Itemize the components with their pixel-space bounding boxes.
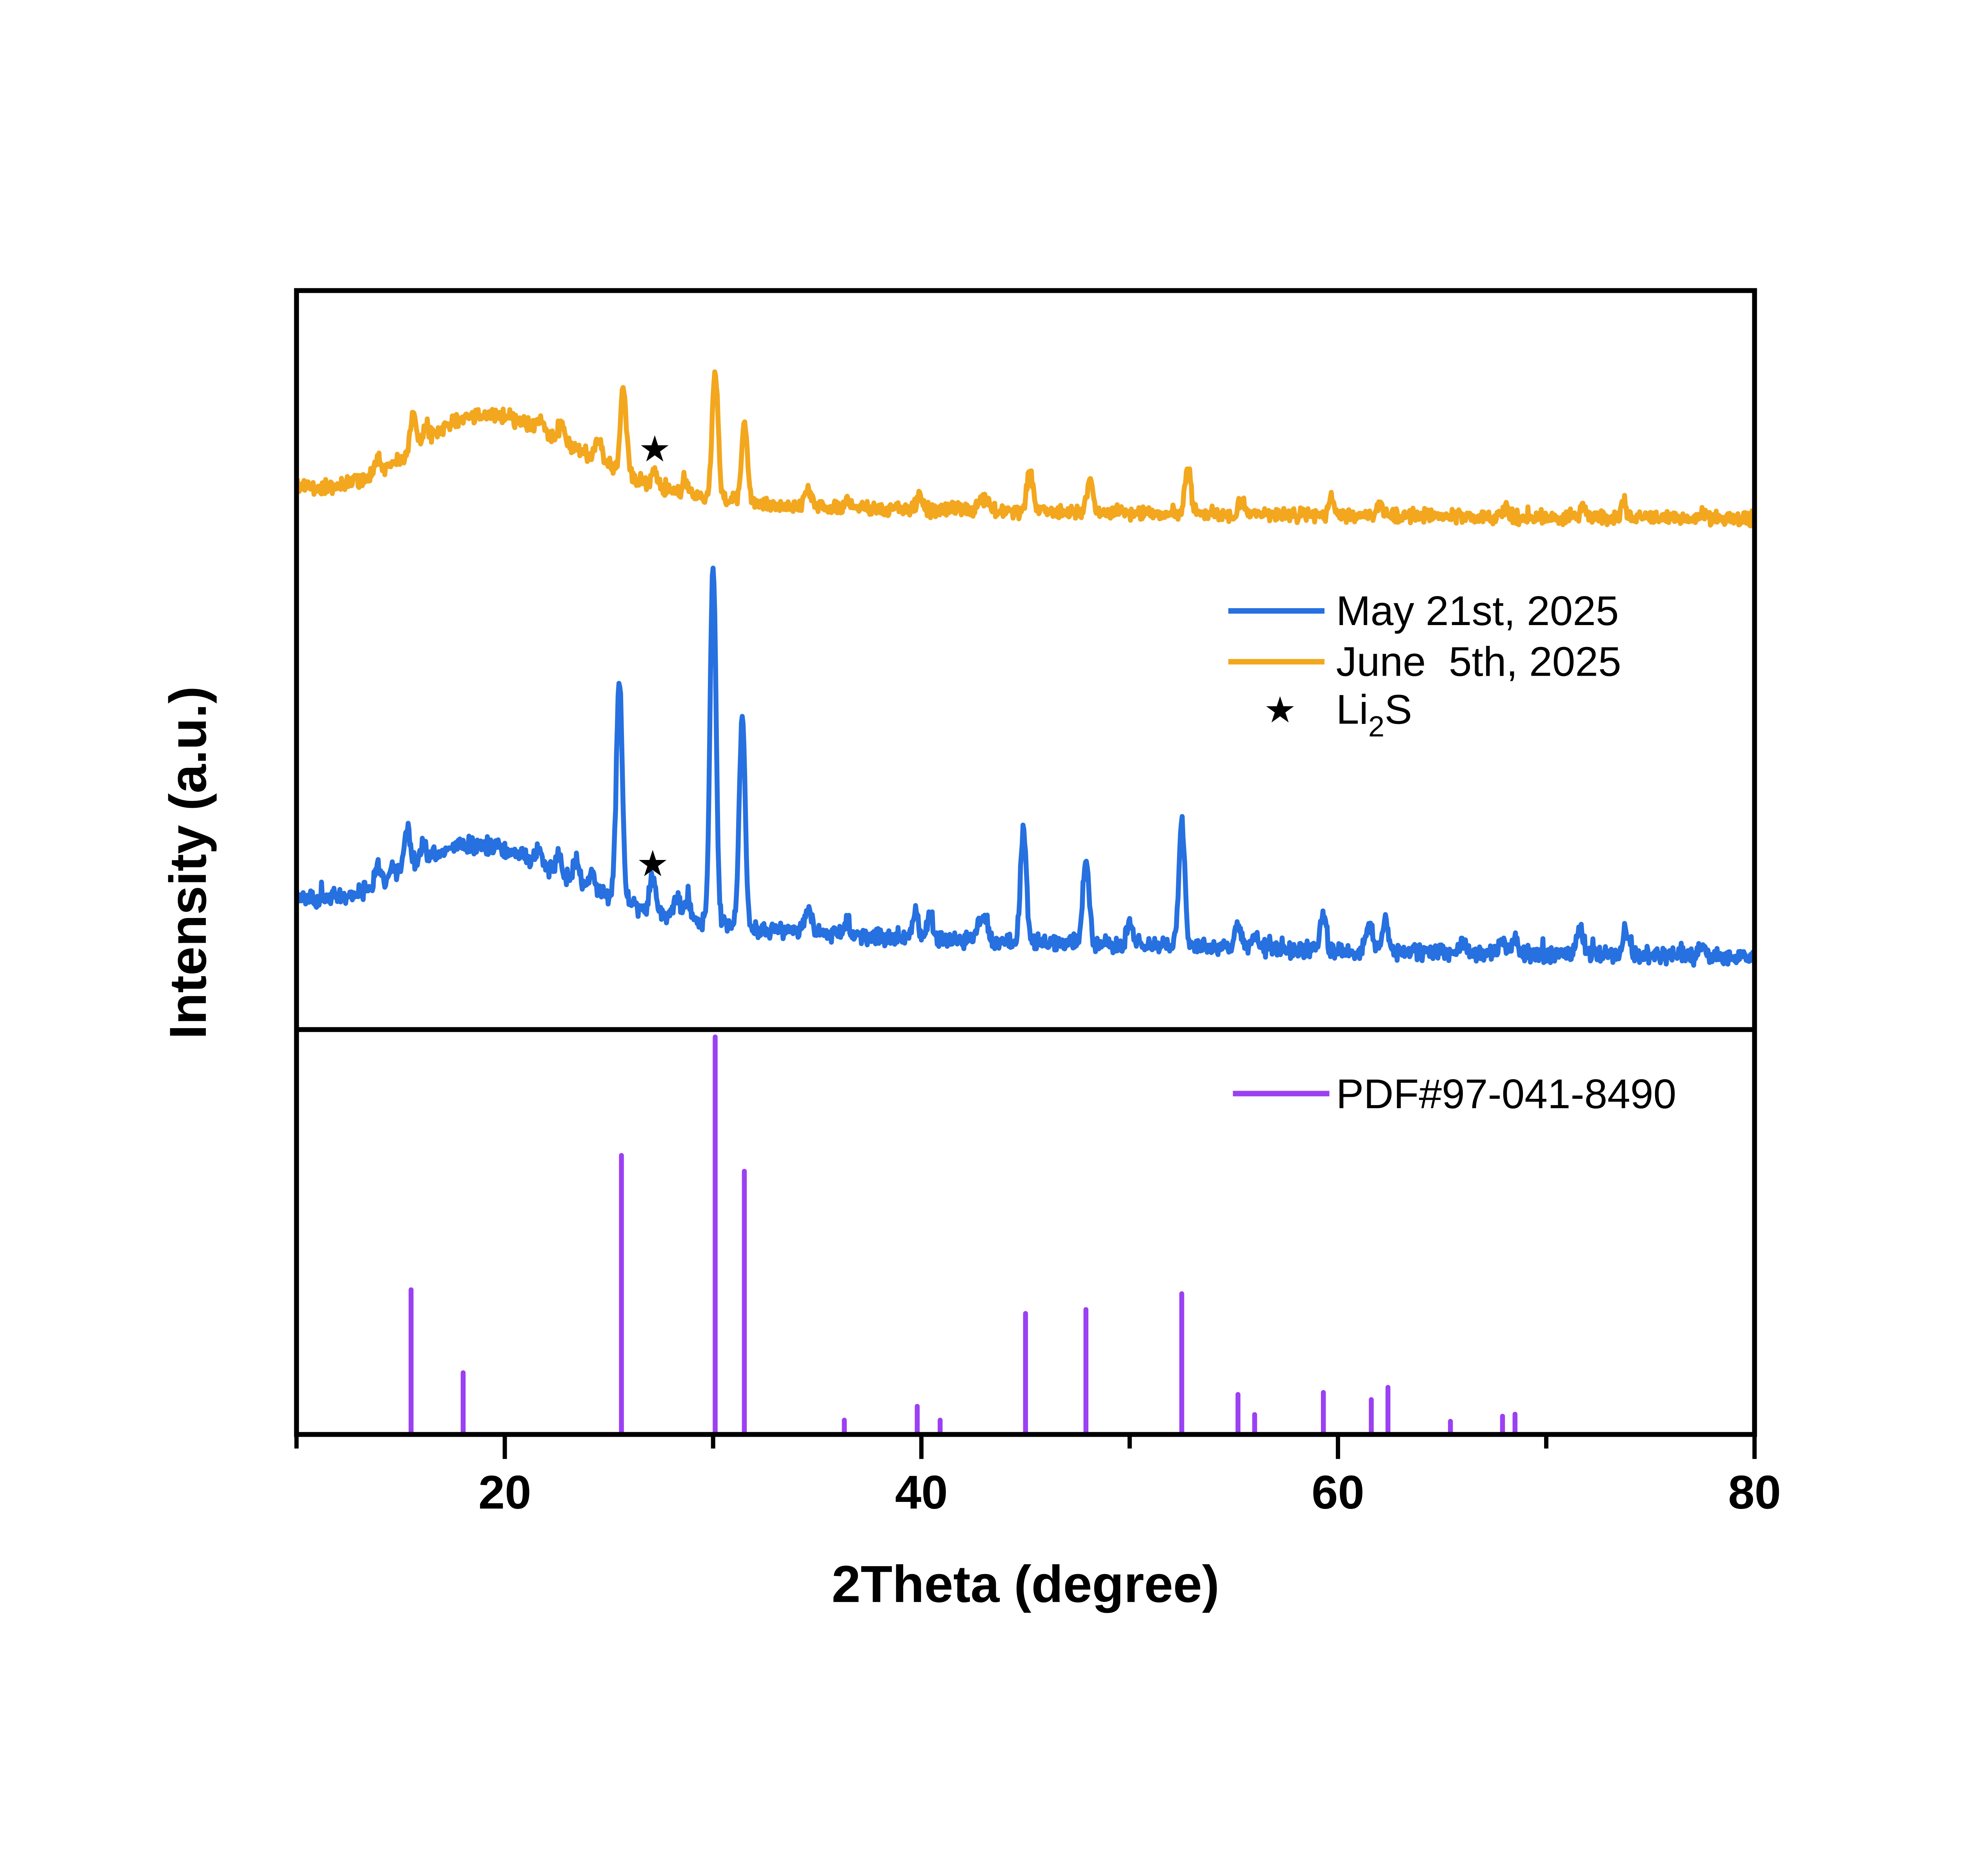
li2s-base-text: Li — [1336, 687, 1368, 733]
li2s-star-marker: ★ — [639, 429, 671, 469]
x-tick-label: 20 — [478, 1465, 531, 1519]
legend-label-li2s: Li2S — [1336, 687, 1412, 743]
x-tick-label: 60 — [1312, 1465, 1364, 1519]
plot-frame — [294, 288, 1757, 1437]
x-axis-title: 2Theta (degree) — [831, 1555, 1219, 1613]
plot-border — [294, 288, 1757, 1437]
xrd-curve-may — [294, 565, 1757, 968]
legend-label-june: June 5th, 2025 — [1336, 639, 1621, 685]
star-markers-layer: ★★ — [637, 429, 671, 884]
legend-label-may: May 21st, 2025 — [1336, 588, 1619, 634]
x-tick-label: 40 — [895, 1465, 948, 1519]
legend: May 21st, 2025 June 5th, 2025 ★ Li2S PDF… — [1228, 588, 1676, 1117]
star-icon: ★ — [1264, 690, 1297, 730]
xrd-curve-june — [294, 369, 1757, 529]
legend-label-reference: PDF#97-041-8490 — [1336, 1071, 1676, 1117]
data-curves-layer — [294, 369, 1757, 1435]
li2s-s-text: S — [1384, 687, 1412, 733]
x-axis: 20 40 60 80 — [294, 1434, 1781, 1519]
li2s-star-marker: ★ — [637, 843, 669, 884]
x-tick-label: 80 — [1728, 1465, 1781, 1519]
li2s-subscript: 2 — [1368, 710, 1384, 743]
y-axis-title: Intensity (a.u.) — [159, 686, 217, 1039]
